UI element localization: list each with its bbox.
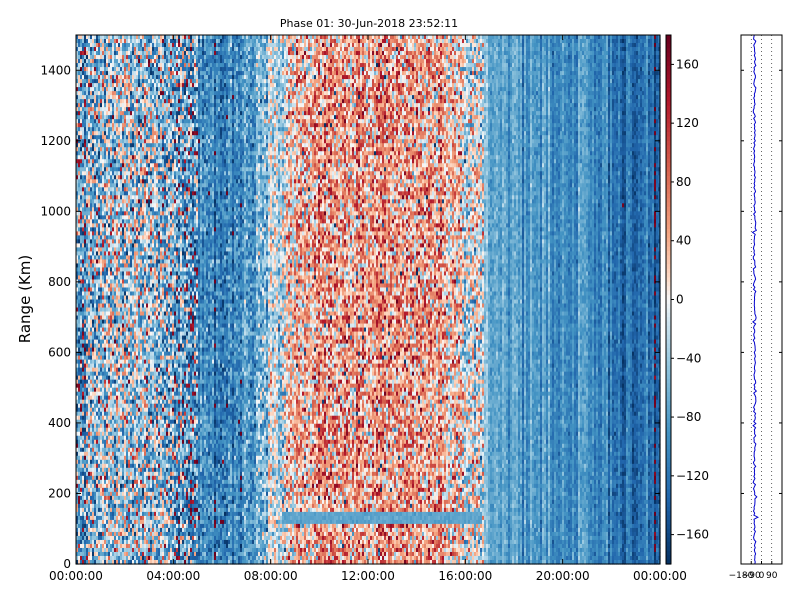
heatmap-cells bbox=[76, 35, 661, 565]
phase-figure-svg: Phase 01: 30-Jun-2018 23:52:11 Range (Km… bbox=[0, 0, 800, 600]
figure: Phase 01: 30-Jun-2018 23:52:11 Range (Km… bbox=[0, 0, 800, 600]
chart-title: Phase 01: 30-Jun-2018 23:52:11 bbox=[280, 17, 458, 30]
y-axis-label: Range (Km) bbox=[16, 255, 34, 343]
